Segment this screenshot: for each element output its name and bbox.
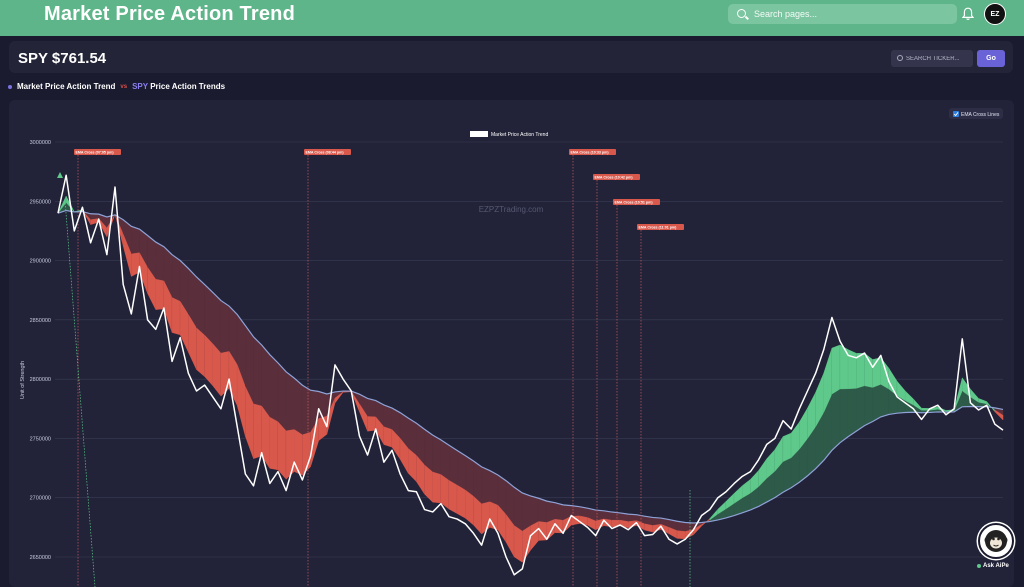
legend-swatch <box>470 131 488 137</box>
ema-cross-lines <box>64 152 691 587</box>
trend-band-core <box>448 480 458 514</box>
ask-aipe-label: Ask AiPe <box>983 563 1009 569</box>
trend-band-core <box>831 344 841 395</box>
chart-subtitle: Market Price Action Trend vs SPY Price A… <box>8 82 225 91</box>
trend-band-core <box>481 501 490 535</box>
ema-toggle-label: EMA Cross Lines <box>961 112 1000 118</box>
user-avatar[interactable]: EZ <box>984 3 1006 25</box>
monkey-face-icon <box>984 530 1008 552</box>
trend-band-core <box>994 409 1004 421</box>
ema-cross-labels: EMA Cross (07:05 pm) EMA Cross (08:44 pm)… <box>74 149 684 230</box>
checkmark-icon <box>953 112 959 117</box>
y-tick-label: 2750000 <box>30 436 51 442</box>
ema-toggle[interactable]: EMA Cross Lines <box>949 108 1003 119</box>
ema-cross-tag <box>74 149 121 155</box>
trend-band-core <box>253 403 262 459</box>
trend-band-core <box>367 416 376 432</box>
app-title: Market Price Action Trend <box>44 3 295 25</box>
online-status-dot <box>977 564 981 568</box>
y-tick-label: 2800000 <box>30 377 51 383</box>
go-button[interactable]: Go <box>977 50 1005 67</box>
chart-watermark: EZPZTrading.com <box>479 205 544 214</box>
page-search[interactable] <box>728 4 957 24</box>
trend-band-core <box>220 351 230 397</box>
search-icon <box>737 9 746 18</box>
subtitle-right: Price Action Trends <box>150 82 226 91</box>
ema-cross-label: EMA Cross (10:51 pm) <box>615 201 654 205</box>
trend-band-core <box>514 525 523 563</box>
ticker-bar: SPY $761.54 Go <box>9 41 1013 73</box>
trend-band-core <box>294 429 303 476</box>
trend-band-core <box>856 353 865 389</box>
trend-band-core <box>440 474 450 510</box>
y-tick-label: 2900000 <box>30 259 51 265</box>
ema-cross-label: EMA Cross (11:01 pm) <box>639 226 678 230</box>
ema-cross-label: EMA Cross (10:42 pm) <box>595 176 634 180</box>
trend-band-core <box>277 421 287 480</box>
bull-cross-line <box>64 199 96 587</box>
y-tick-label: 2850000 <box>30 318 51 324</box>
ema-cross-tag <box>304 149 351 155</box>
trend-band-core <box>782 432 792 462</box>
top-navbar: Market Price Action Trend EZ <box>0 0 1024 36</box>
ema-line <box>57 209 1004 524</box>
trend-band-core <box>676 530 686 539</box>
ticker-search[interactable] <box>891 50 973 67</box>
search-icon <box>897 55 903 61</box>
chart-legend: Market Price Action Trend <box>491 132 548 138</box>
trend-band-core <box>383 426 393 448</box>
subtitle-vs: vs <box>120 83 128 90</box>
trend-band-core <box>456 484 466 519</box>
subtitle-left: Market Price Action Trend <box>17 82 116 91</box>
y-tick-label: 3000000 <box>30 140 51 146</box>
y-tick-label: 2650000 <box>30 555 51 561</box>
y-tick-label: 2950000 <box>30 199 51 205</box>
trend-band-core <box>432 471 442 504</box>
ema-cross-tag <box>613 199 660 205</box>
ask-aipe-widget[interactable]: Ask AiPe <box>977 522 1015 572</box>
trend-band-core <box>644 523 653 533</box>
price-line <box>57 174 1004 576</box>
ema-cross-label: EMA Cross (07:05 pm) <box>76 151 115 155</box>
trend-band-core <box>530 521 539 551</box>
ema-cross-tag <box>637 224 684 230</box>
ticker-price-title: SPY $761.54 <box>18 50 107 67</box>
trend-band-core <box>603 518 613 528</box>
y-tick-label: 2700000 <box>30 496 51 502</box>
avatar-label: EZ <box>990 10 1000 18</box>
trend-band-core <box>839 344 849 390</box>
bullet-dot-icon <box>8 84 12 89</box>
ema-cross-tag <box>569 149 616 155</box>
ema-checkbox[interactable] <box>953 111 959 117</box>
ema-cross-tag <box>593 174 640 180</box>
y-axis-ticks: 3000000 2950000 2900000 2850000 2800000 27500… <box>30 140 51 561</box>
bell-icon[interactable] <box>962 7 974 21</box>
trend-band-core <box>880 357 890 390</box>
trend-band-core <box>269 416 279 471</box>
trend-band-core <box>204 334 213 387</box>
subtitle-ticker: SPY <box>132 82 148 91</box>
trend-band-core <box>155 278 165 310</box>
trend-band-core <box>318 415 328 442</box>
start-marker-icon <box>57 172 63 178</box>
ticker-search-input[interactable] <box>906 52 970 65</box>
trend-band-core <box>171 297 181 336</box>
trend-band-core <box>864 352 873 388</box>
trend-band-core <box>285 429 295 480</box>
aipe-avatar-icon[interactable] <box>978 523 1014 559</box>
trend-band-core <box>196 327 205 377</box>
y-axis-label: Unit of Strength <box>20 361 26 399</box>
trend-band-core <box>212 343 222 397</box>
trend-band-core <box>465 489 474 526</box>
ema-cross-label: EMA Cross (10:33 pm) <box>571 151 610 155</box>
ema-cross-label: EMA Cross (08:44 pm) <box>306 151 345 155</box>
page-search-input[interactable] <box>754 6 949 22</box>
